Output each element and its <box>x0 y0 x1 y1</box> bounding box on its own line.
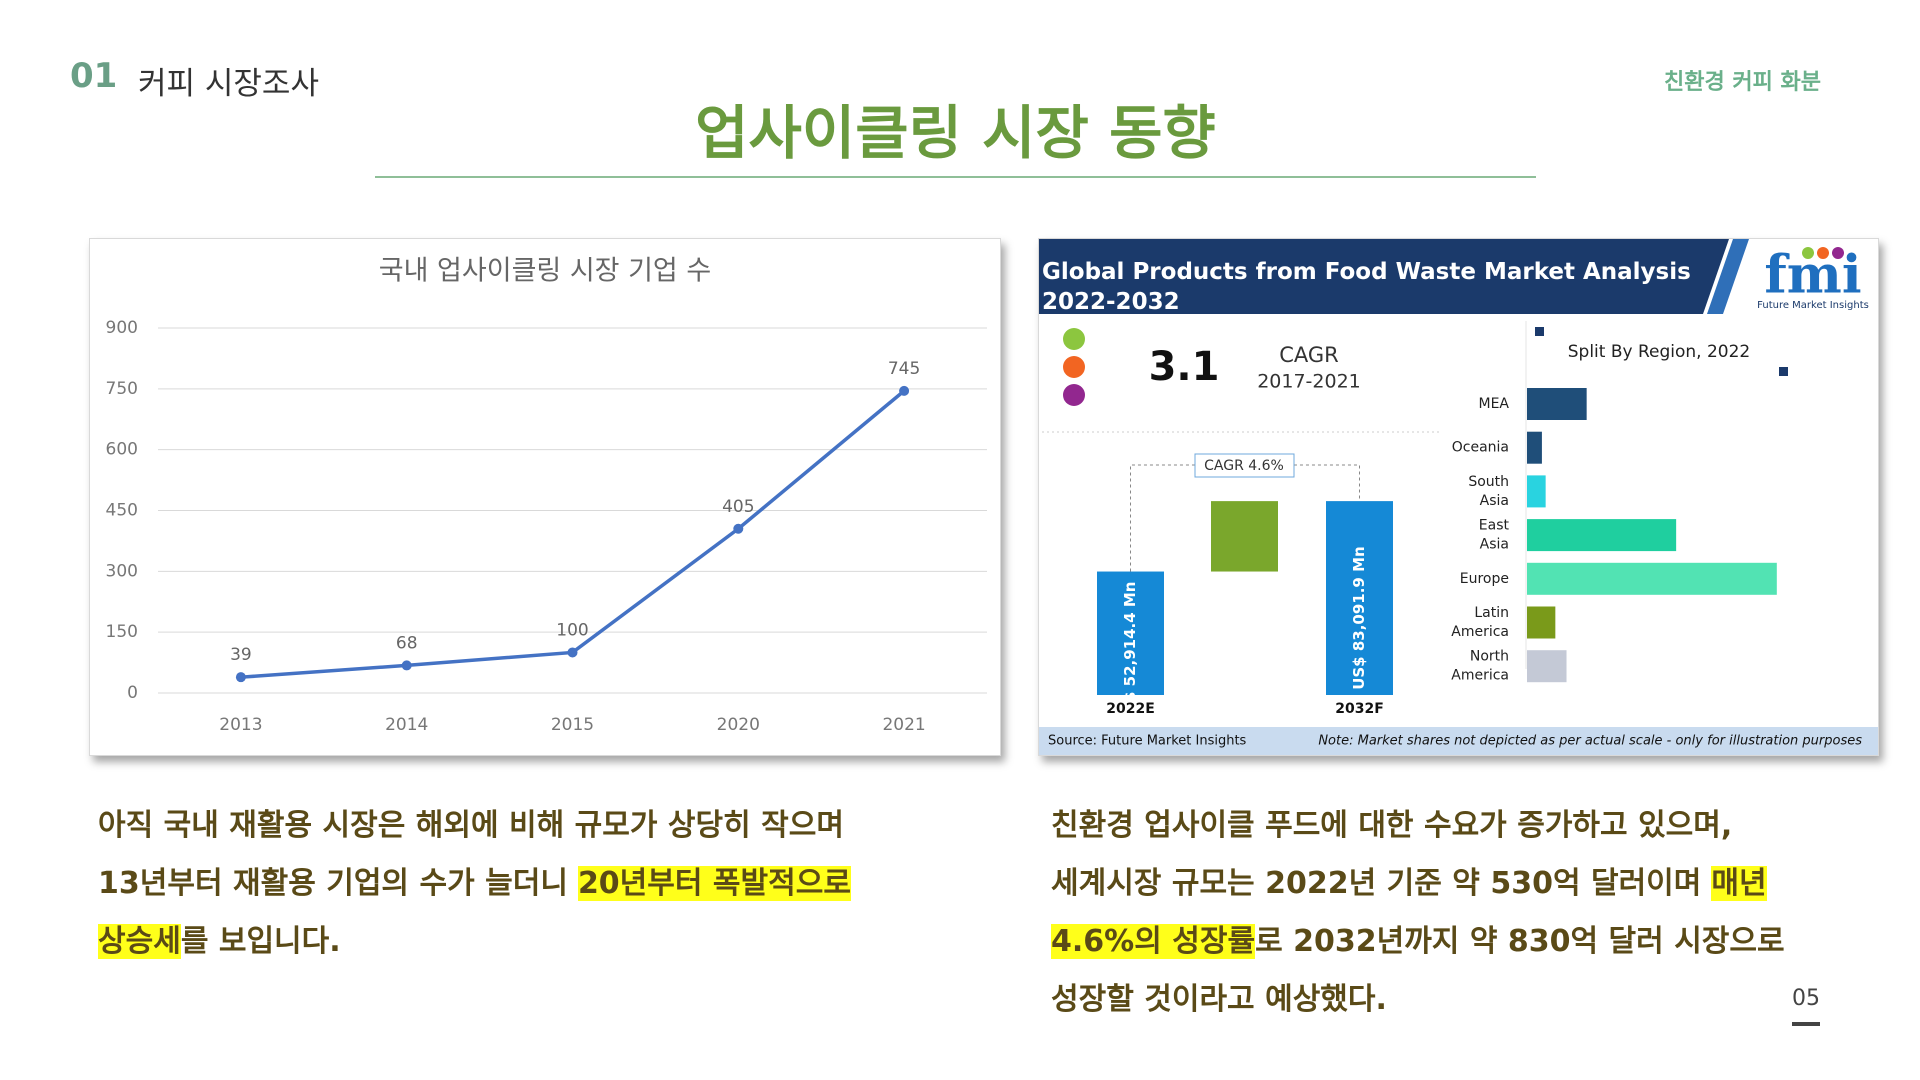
y-tick-label: 300 <box>106 561 138 581</box>
page-rule <box>1792 1022 1820 1026</box>
y-tick-label: MEA <box>1478 396 1509 412</box>
y-tick-label: North America <box>1451 649 1509 684</box>
y-tick-label: 900 <box>106 318 138 338</box>
bar <box>1527 475 1546 508</box>
point <box>567 647 578 658</box>
y-tick-label: Latin America <box>1451 605 1509 640</box>
point <box>235 672 246 683</box>
dot <box>1063 384 1085 406</box>
text: 13년부터 재활용 기업의 수가 늘더니 <box>98 866 568 901</box>
x-tick-label: 2020 <box>717 715 760 735</box>
text: 로 2032년까지 약 830억 달러 시장으로 <box>1255 924 1785 959</box>
y-tick-label: Europe <box>1460 571 1509 587</box>
logo-dot <box>1832 247 1844 259</box>
text-line: 4.6%의 성장률로 2032년까지 약 830억 달러 시장으로 <box>1051 913 1785 971</box>
highlighted-text: 상승세 <box>98 924 181 959</box>
decor <box>1779 367 1788 376</box>
bar <box>1527 650 1567 683</box>
bar <box>1527 606 1556 639</box>
text-line: 상승세를 보입니다. <box>98 913 851 971</box>
cagr-value: 3.1 <box>1149 344 1220 390</box>
text: 세계시장 규모는 2022년 기준 약 530억 달러이며 <box>1051 866 1702 901</box>
data-label: 405 <box>722 497 754 517</box>
growth-label: CAGR 4.6% <box>1204 458 1284 474</box>
data-label: 39 <box>230 645 252 665</box>
y-tick-label: East Asia <box>1479 518 1510 553</box>
highlighted-text: 20년부터 폭발적으로 <box>577 866 851 901</box>
value-label: US$ 83,091.9 Mn <box>1350 546 1368 690</box>
text-line: 친환경 업사이클 푸드에 대한 수요가 증가하고 있으며, <box>1051 797 1785 855</box>
x-tick-label: 2022E <box>1106 701 1155 717</box>
text: 를 보입니다. <box>180 924 341 959</box>
x-tick-label: 2032F <box>1335 701 1384 717</box>
header-band <box>1039 239 1729 314</box>
infographic-panel: 3.1 CAGR 2017-2021 CAGR 4.6% US$ 52,914.4 Mn… <box>1038 238 1879 756</box>
y-tick-label: South Asia <box>1468 474 1509 509</box>
cagr-label: CAGR <box>1279 343 1339 367</box>
data-label: 100 <box>556 620 588 640</box>
text: 성장할 것이라고 예상했다. <box>1051 982 1387 1017</box>
value-label: US$ 52,914.4 Mn <box>1121 582 1139 726</box>
section-number: 01 <box>70 56 118 96</box>
paragraph: 친환경 업사이클 푸드에 대한 수요가 증가하고 있으며, 세계시장 규모는 20… <box>1051 797 1785 1029</box>
dot <box>1063 328 1085 350</box>
section-title: 커피 시장조사 <box>138 66 319 102</box>
infographic-title: Global Products from Food Waste Market A… <box>1042 259 1691 315</box>
point <box>899 385 910 396</box>
x-tick-label: 2014 <box>385 715 428 735</box>
source: Source: Future Market Insights <box>1048 734 1247 749</box>
y-tick-label: 150 <box>106 622 138 642</box>
y-tick-label: Oceania <box>1452 440 1509 456</box>
dot <box>1063 356 1085 378</box>
point <box>401 660 412 671</box>
slide-title: 업사이클링 시장 동향 <box>695 99 1216 167</box>
highlighted-text: 매년 <box>1711 866 1767 901</box>
footer-band <box>1039 727 1878 755</box>
bar <box>1527 388 1587 420</box>
chart-title: Split By Region, 2022 <box>1568 342 1751 362</box>
y-tick-label: 450 <box>106 501 138 521</box>
bar <box>1097 571 1164 695</box>
infographic: 3.1 CAGR 2017-2021 CAGR 4.6% US$ 52,914.4 Mn… <box>1039 239 1878 755</box>
y-tick-label: 750 <box>106 379 138 399</box>
page-number: 05 <box>1792 986 1820 1011</box>
brand: 친환경 커피 화분 <box>1664 70 1821 95</box>
line-chart: 국내 업사이클링 시장 기업 수 0 150 300 450 600 750 900 39 201… <box>106 256 987 735</box>
logo-dot <box>1817 247 1829 259</box>
note: Note: Market shares not depicted as per … <box>1318 734 1862 749</box>
data-label: 745 <box>888 359 920 379</box>
x-tick-label: 2013 <box>219 715 262 735</box>
decor <box>1535 327 1544 336</box>
cagr-period: 2017-2021 <box>1257 371 1361 393</box>
paragraph: 아직 국내 재활용 시장은 해외에 비해 규모가 상당히 작으며 13년부터 재활… <box>98 797 851 971</box>
logo-dot <box>1802 247 1814 259</box>
line-chart-panel: 국내 업사이클링 시장 기업 수 0 150 300 450 600 750 900 39 201… <box>89 238 1001 756</box>
text-line: 성장할 것이라고 예상했다. <box>1051 971 1785 1029</box>
y-tick-label: 600 <box>106 440 138 460</box>
text: 친환경 업사이클 푸드에 대한 수요가 증가하고 있으며, <box>1051 808 1733 843</box>
bar <box>1326 501 1393 695</box>
logo: fmi <box>1764 245 1861 306</box>
growth-box <box>1194 453 1295 478</box>
bar <box>1527 431 1542 464</box>
header-stripe <box>1707 239 1749 314</box>
highlighted-text: 4.6%의 성장률 <box>1051 924 1256 959</box>
chart-title: 국내 업사이클링 시장 기업 수 <box>379 256 711 287</box>
text-line: 세계시장 규모는 2022년 기준 약 530억 달러이며 매년 <box>1051 855 1785 913</box>
title-rule <box>375 176 1536 178</box>
x-tick-label: 2015 <box>551 715 594 735</box>
logo-subtitle: Future Market Insights <box>1757 300 1869 311</box>
bar <box>1527 562 1777 595</box>
text-line: 13년부터 재활용 기업의 수가 늘더니 20년부터 폭발적으로 <box>98 855 851 913</box>
bar <box>1527 519 1677 552</box>
x-tick-label: 2021 <box>882 715 925 735</box>
y-tick-label: 0 <box>127 683 138 703</box>
text-line: 아직 국내 재활용 시장은 해외에 비해 규모가 상당히 작으며 <box>98 797 851 855</box>
text: 아직 국내 재활용 시장은 해외에 비해 규모가 상당히 작으며 <box>98 808 844 843</box>
data-label: 68 <box>396 633 418 653</box>
point <box>733 523 744 534</box>
increment-bar <box>1211 501 1278 572</box>
